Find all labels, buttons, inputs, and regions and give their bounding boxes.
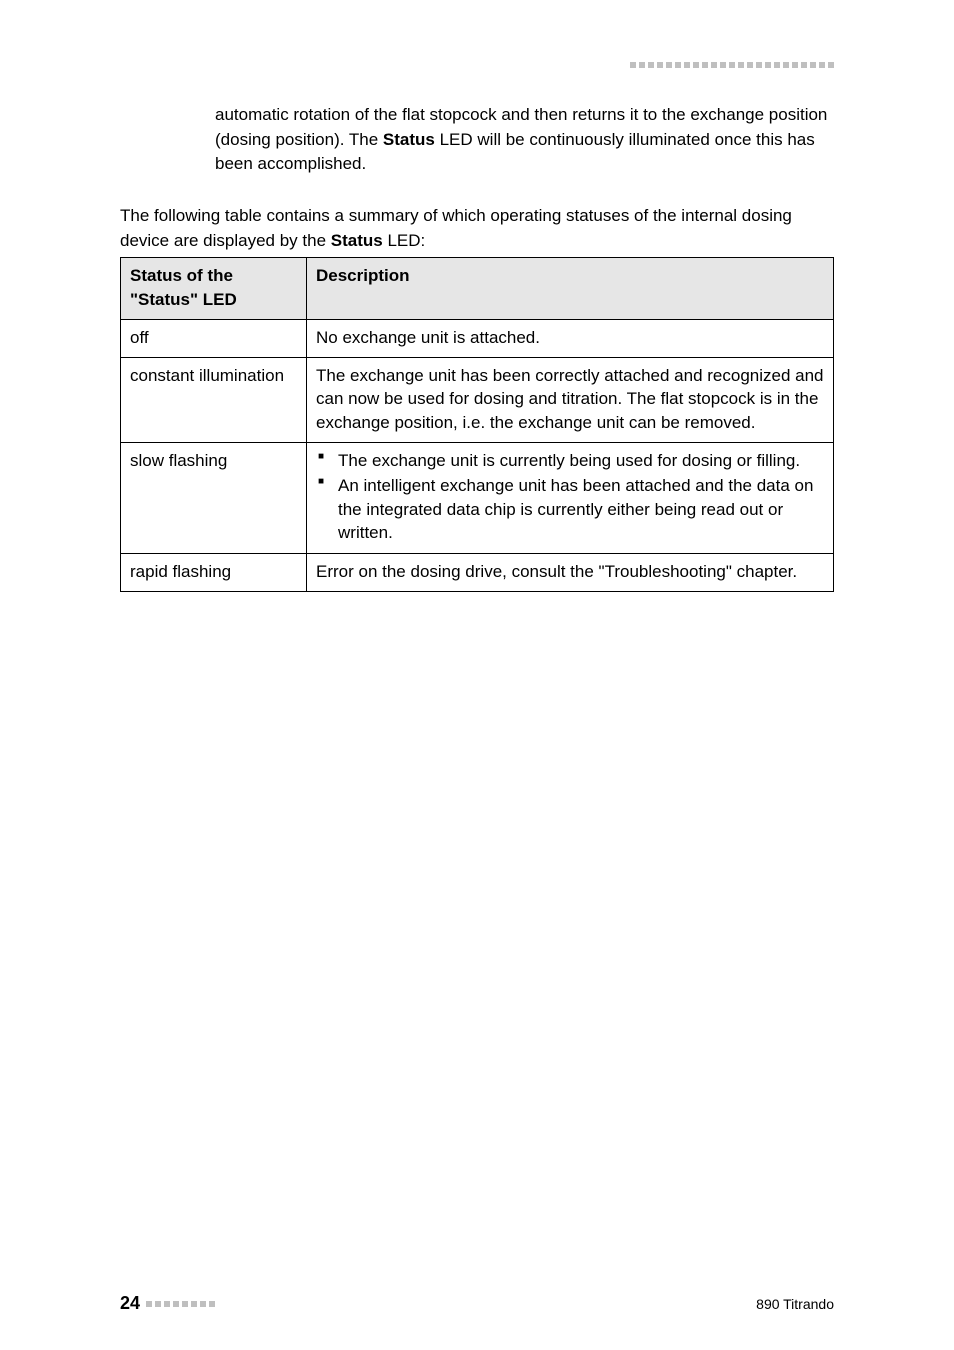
summary-bold: Status bbox=[331, 231, 383, 250]
bullet-list: The exchange unit is currently being use… bbox=[316, 449, 824, 545]
table-header-status: Status of the "Status" LED bbox=[121, 258, 307, 320]
status-table: Status of the "Status" LED Description o… bbox=[120, 257, 834, 592]
status-cell-constant: constant illumination bbox=[121, 357, 307, 442]
page-footer: 24 890 Titrando bbox=[120, 1293, 834, 1314]
bullet-item: The exchange unit is currently being use… bbox=[316, 449, 824, 473]
table-row: slow flashing The exchange unit is curre… bbox=[121, 442, 834, 553]
desc-cell-slow: The exchange unit is currently being use… bbox=[307, 442, 834, 553]
desc-cell-constant: The exchange unit has been correctly att… bbox=[307, 357, 834, 442]
status-cell-slow: slow flashing bbox=[121, 442, 307, 553]
table-row: off No exchange unit is attached. bbox=[121, 319, 834, 357]
bullet-item: An intelligent exchange unit has been at… bbox=[316, 474, 824, 545]
table-header-row: Status of the "Status" LED Description bbox=[121, 258, 834, 320]
table-row: constant illumination The exchange unit … bbox=[121, 357, 834, 442]
summary-paragraph: The following table contains a summary o… bbox=[120, 204, 834, 253]
page-number: 24 bbox=[120, 1293, 140, 1314]
table-header-description: Description bbox=[307, 258, 834, 320]
intro-paragraph: automatic rotation of the flat stopcock … bbox=[215, 103, 834, 177]
summary-text-1: The following table contains a summary o… bbox=[120, 206, 792, 250]
product-label: 890 Titrando bbox=[756, 1296, 834, 1312]
footer-dots bbox=[146, 1301, 215, 1307]
desc-cell-rapid: Error on the dosing drive, consult the "… bbox=[307, 554, 834, 592]
page-container: automatic rotation of the flat stopcock … bbox=[0, 0, 954, 1350]
summary-text-2: LED: bbox=[383, 231, 426, 250]
page-number-block: 24 bbox=[120, 1293, 215, 1314]
status-cell-off: off bbox=[121, 319, 307, 357]
table-row: rapid flashing Error on the dosing drive… bbox=[121, 554, 834, 592]
intro-bold: Status bbox=[383, 130, 435, 149]
header-decoration-dots bbox=[630, 62, 834, 68]
desc-cell-off: No exchange unit is attached. bbox=[307, 319, 834, 357]
status-cell-rapid: rapid flashing bbox=[121, 554, 307, 592]
